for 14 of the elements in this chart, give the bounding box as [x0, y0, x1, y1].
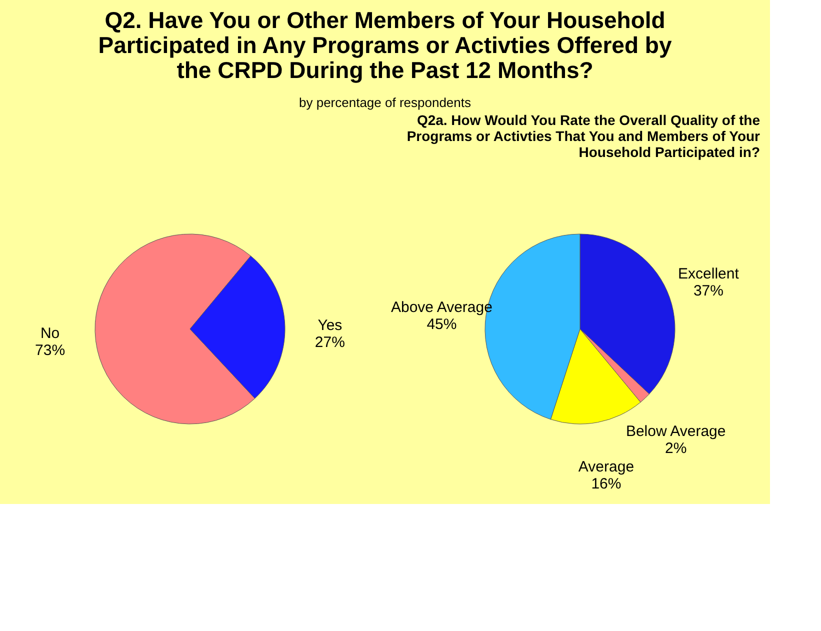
chart-title: Q2. Have You or Other Members of Your Household Participated in Any Programs or Activties Offered by the CRPD During the Past 12 Months?	[98, 7, 672, 83]
data-label: 45%	[426, 316, 457, 334]
data-label: 27%	[314, 334, 345, 351]
slice-label: Below Average	[626, 423, 726, 440]
data-label: 16%	[591, 476, 622, 493]
slice-label: Average	[578, 458, 634, 476]
data-label: 2%	[664, 440, 687, 458]
data-label: 73%	[35, 342, 66, 360]
text: by percentage of respondents	[298, 95, 472, 110]
data-label: 37%	[693, 282, 724, 300]
slice-label: Yes	[318, 316, 342, 334]
slice-label: No	[40, 325, 60, 342]
chart-title: Q2a. How Would You Rate the Overall Quality of the Programs or Activties That You and Members of Your Household Participated in?	[406, 112, 761, 160]
slice-label: Excellent	[678, 265, 740, 282]
